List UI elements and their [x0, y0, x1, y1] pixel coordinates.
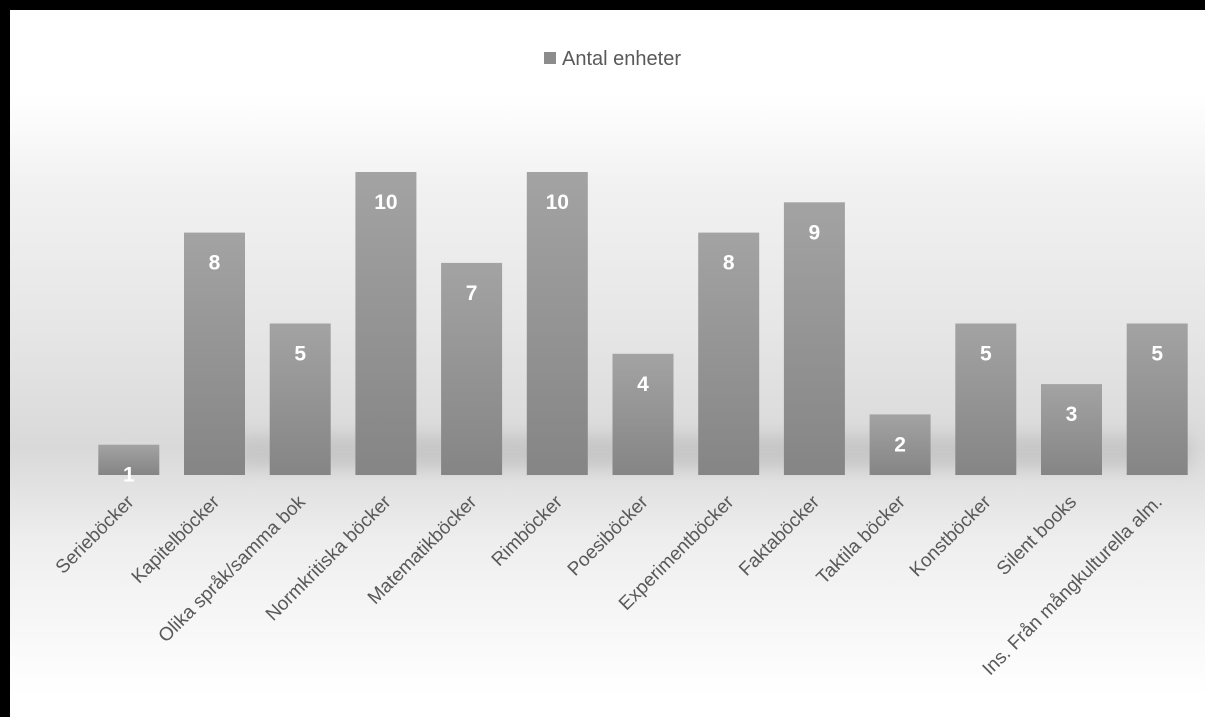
data-label: 8: [723, 252, 735, 275]
legend: Antal enheter: [10, 48, 1205, 71]
bar: [1126, 323, 1188, 475]
bar: [355, 172, 417, 475]
bar: [441, 262, 503, 475]
bar: [184, 232, 245, 475]
data-label: 10: [374, 191, 397, 214]
legend-swatch: [544, 51, 556, 64]
data-label: 9: [809, 221, 821, 244]
x-tick-label: Faktaböcker: [735, 491, 824, 580]
data-label: 3: [1066, 403, 1078, 426]
bar: [783, 202, 845, 476]
x-tick-label: Konstböcker: [906, 491, 996, 581]
bar: [869, 414, 931, 475]
bar: [698, 232, 760, 475]
bar-chart: 1 8 5 10 7 10 4 8 9 2 5 3 5 SerieböckerKapitelböcker…: [52, 172, 1190, 680]
data-label: 8: [209, 252, 221, 275]
data-label: 4: [637, 373, 649, 396]
x-tick-label: Olika språk/samma bok: [155, 491, 311, 647]
data-label: 5: [980, 343, 992, 366]
bar: [269, 323, 331, 475]
x-tick-label: Poesiböcker: [564, 491, 653, 580]
data-label: 2: [894, 433, 906, 456]
x-tick-label: Serieböcker: [52, 491, 139, 578]
data-label: 5: [294, 343, 306, 366]
data-label: 5: [1151, 343, 1163, 366]
x-tick-label: Silent books: [993, 492, 1081, 580]
bar: [1041, 384, 1102, 475]
x-tick-label: Taktila böcker: [813, 491, 910, 588]
bar: [98, 444, 160, 475]
x-tick-label: Rimböcker: [488, 491, 568, 571]
data-label: 10: [546, 191, 569, 214]
data-label: 1: [123, 464, 135, 487]
bar: [955, 323, 1017, 475]
x-tick-label: Kapitelböcker: [128, 491, 225, 588]
data-label: 7: [466, 282, 478, 305]
legend-label: Antal enheter: [562, 48, 681, 71]
x-tick-label: Ins. Från mångkulturella alm.: [979, 492, 1167, 680]
bar: [526, 172, 588, 475]
bar: [612, 353, 674, 475]
